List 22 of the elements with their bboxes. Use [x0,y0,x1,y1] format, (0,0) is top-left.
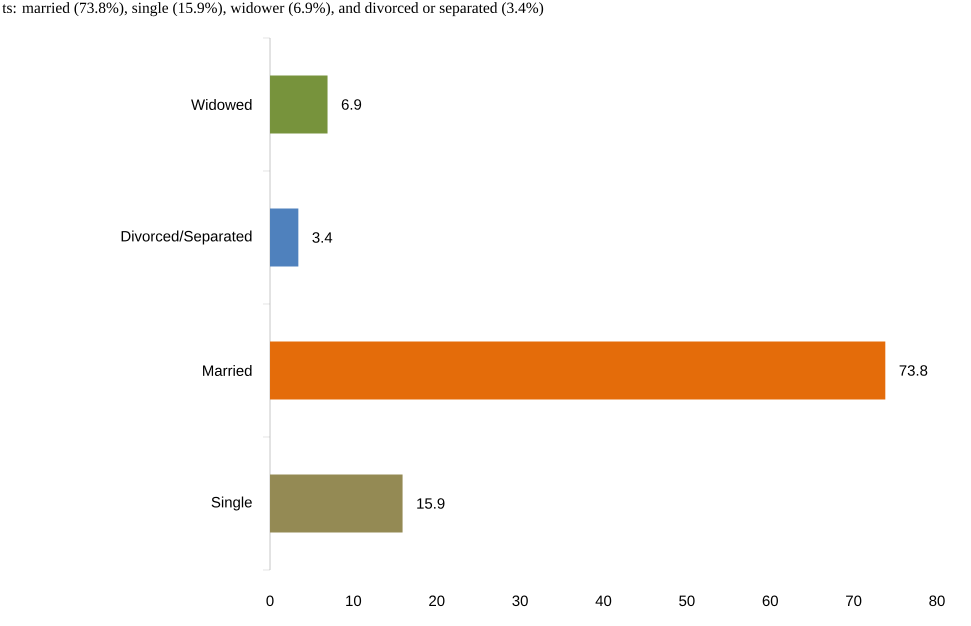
x-tick-label: 30 [512,596,528,606]
data-label: 73.8 [900,365,928,376]
x-tick-label: 0 [266,596,274,606]
y-tick-label: Married [203,365,252,376]
data-label: 6.9 [342,99,362,110]
y-tick-label: Single [212,496,252,510]
x-tick-label: 20 [429,596,444,606]
bar [270,208,298,266]
data-label: 3.4 [312,232,332,243]
x-tick-label: 10 [346,596,362,606]
bar [270,75,328,134]
bar [270,474,403,532]
y-tick-label: Divorced/Separated [122,230,252,244]
x-tick-label: 80 [929,596,945,606]
x-tick-label: 40 [596,596,612,606]
y-tick-label: Widowed [191,99,252,110]
data-label: 15.9 [417,498,444,509]
x-tick-label: 50 [679,596,695,606]
text: ts: married (73.8%), single (15.9%), widower (6.9%), and divorced or separated (3.4%) [2,2,544,16]
x-tick-label: 70 [846,596,862,606]
x-tick-label: 60 [762,596,778,606]
bar [270,341,886,400]
